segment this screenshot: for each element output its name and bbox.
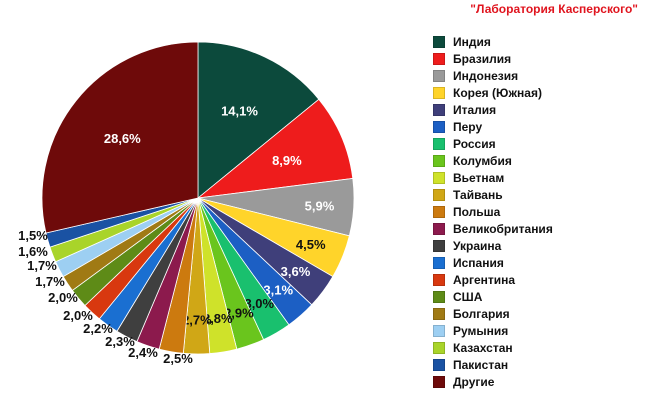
slice-value-label-6: 3,1% — [263, 283, 293, 298]
legend-label: Польша — [453, 204, 501, 219]
legend-label: Болгария — [453, 306, 510, 321]
legend-label: Перу — [453, 119, 483, 134]
legend-item: Испания — [433, 254, 645, 271]
legend-swatch — [433, 137, 445, 150]
slice-value-label-19: 1,6% — [18, 244, 48, 259]
slice-value-label-9: 2,8% — [203, 311, 233, 326]
legend-swatch — [433, 69, 445, 82]
legend-item: Корея (Южная) — [433, 84, 645, 101]
legend-swatch — [433, 35, 445, 48]
legend-item: Бразилия — [433, 50, 645, 67]
legend-item: Румыния — [433, 322, 645, 339]
slice-value-label-20: 1,5% — [18, 228, 48, 243]
slice-value-label-7: 3,0% — [244, 296, 274, 311]
legend-item: Казахстан — [433, 339, 645, 356]
legend-swatch — [433, 341, 445, 354]
legend-item: Колумбия — [433, 152, 645, 169]
legend-label: Испания — [453, 255, 504, 270]
legend-item: Великобритания — [433, 220, 645, 237]
legend-label: Другие — [453, 374, 495, 389]
legend-label: Россия — [453, 136, 496, 151]
pie-slice-2 — [196, 98, 354, 199]
legend-item: Вьетнам — [433, 169, 645, 186]
slice-value-label-13: 2,3% — [105, 334, 135, 349]
pie-slice-1 — [197, 41, 320, 199]
legend-label: Аргентина — [453, 272, 516, 287]
legend-swatch — [433, 188, 445, 201]
legend-item: Тайвань — [433, 186, 645, 203]
legend-swatch — [433, 239, 445, 252]
legend-swatch — [433, 103, 445, 116]
legend-label: Вьетнам — [453, 170, 505, 185]
legend-swatch — [433, 171, 445, 184]
legend-label: Италия — [453, 102, 497, 117]
slice-value-label-21: 28,6% — [104, 131, 141, 146]
legend-item: Болгария — [433, 305, 645, 322]
legend-swatch — [433, 86, 445, 99]
slice-value-label-15: 2,0% — [63, 308, 93, 323]
slice-value-label-14: 2,2% — [83, 321, 113, 336]
slice-value-label-2: 8,9% — [272, 153, 302, 168]
legend-item: Польша — [433, 203, 645, 220]
legend-label: Бразилия — [453, 51, 512, 66]
slice-value-label-17: 1,7% — [35, 274, 65, 289]
legend-label: США — [453, 289, 483, 304]
slice-value-label-12: 2,4% — [128, 345, 158, 360]
legend-item: США — [433, 288, 645, 305]
legend-item: Пакистан — [433, 356, 645, 373]
legend-item: Россия — [433, 135, 645, 152]
legend-swatch — [433, 120, 445, 133]
legend-item: Аргентина — [433, 271, 645, 288]
slice-value-label-5: 3,6% — [281, 264, 311, 279]
pie-slice-21 — [41, 41, 199, 234]
legend-label: Корея (Южная) — [453, 85, 542, 100]
slice-value-label-8: 2,9% — [224, 306, 254, 321]
slice-value-label-3: 5,9% — [305, 198, 335, 213]
slice-value-label-18: 1,7% — [27, 258, 57, 273]
legend-swatch — [433, 307, 445, 320]
legend-label: Индия — [453, 34, 491, 49]
legend-label: Индонезия — [453, 68, 519, 83]
legend-label: Румыния — [453, 323, 509, 338]
slice-value-label-1: 14,1% — [221, 104, 258, 119]
legend-label: Пакистан — [453, 357, 509, 372]
legend-swatch — [433, 358, 445, 371]
legend-label: Тайвань — [453, 187, 503, 202]
legend-swatch — [433, 205, 445, 218]
legend-item: Перу — [433, 118, 645, 135]
legend-item: Другие — [433, 373, 645, 390]
legend-label: Казахстан — [453, 340, 513, 355]
source-caption: "Лаборатория Касперского" — [470, 2, 638, 16]
legend-item: Индонезия — [433, 67, 645, 84]
legend-item: Италия — [433, 101, 645, 118]
legend-swatch — [433, 375, 445, 388]
legend-label: Украина — [453, 238, 502, 253]
slice-value-label-10: 2,7% — [182, 313, 212, 328]
legend-swatch — [433, 324, 445, 337]
legend-label: Колумбия — [453, 153, 512, 168]
legend-swatch — [433, 52, 445, 65]
chart-legend: Индия Бразилия Индонезия Корея (Южная) Итали… — [433, 33, 645, 390]
legend-item: Украина — [433, 237, 645, 254]
slice-value-label-11: 2,5% — [163, 351, 193, 366]
legend-swatch — [433, 222, 445, 235]
legend-swatch — [433, 256, 445, 269]
legend-swatch — [433, 273, 445, 286]
slice-value-label-4: 4,5% — [296, 237, 326, 252]
legend-swatch — [433, 154, 445, 167]
legend-item: Индия — [433, 33, 645, 50]
legend-swatch — [433, 290, 445, 303]
slice-value-label-16: 2,0% — [48, 290, 78, 305]
legend-label: Великобритания — [453, 221, 553, 236]
